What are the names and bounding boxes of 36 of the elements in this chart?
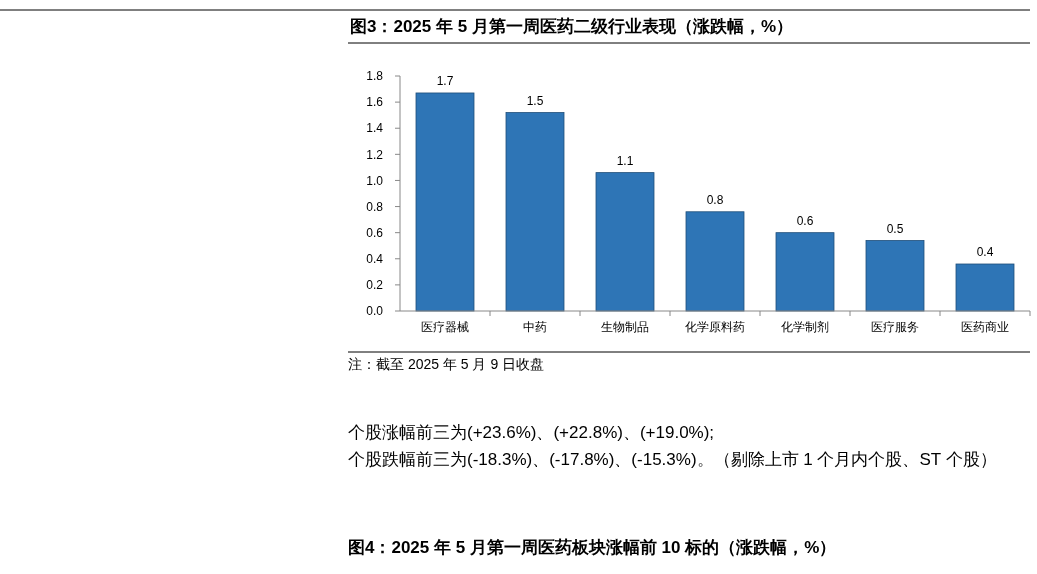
x-tick-label: 化学原料药	[685, 320, 745, 334]
x-tick-label: 中药	[523, 320, 547, 334]
y-tick-label: 1.0	[366, 173, 384, 188]
data-label: 1.1	[616, 153, 634, 168]
y-tick-label: 1.4	[366, 121, 384, 136]
y-tick-label: 1.6	[366, 95, 384, 110]
y-tick-label: 0.0	[366, 304, 384, 319]
x-tick-label: 医疗器械	[421, 320, 469, 334]
x-tick-label: 医药商业	[961, 320, 1009, 334]
data-label: 0.6	[796, 213, 814, 228]
y-tick-label: 0.2	[366, 278, 384, 293]
bar	[865, 240, 925, 312]
text: 个股涨幅前三为(+23.6%)、(+22.8%)、(+19.0%);	[348, 423, 715, 442]
y-tick-label: 0.4	[366, 251, 384, 266]
y-tick-label: 0.6	[366, 225, 384, 240]
bar	[415, 92, 475, 312]
bar	[595, 172, 655, 312]
caption: 图4：2025 年 5 月第一周医药板块涨幅前 10 标的（涨跌幅，%）	[348, 538, 837, 557]
data-label: 1.5	[526, 93, 544, 108]
x-tick-label: 化学制剂	[781, 320, 829, 334]
data-label: 1.7	[436, 73, 454, 88]
text: 注：截至 2025 年 5 月 9 日收盘	[348, 356, 545, 372]
bar	[685, 211, 745, 312]
x-tick-label: 生物制品	[601, 320, 649, 334]
text: 个股跌幅前三为(-18.3%)、(-17.8%)、(-15.3%)。（剔除上市 1 个月内个股、ST 个股）	[348, 450, 997, 469]
y-tick-label: 1.8	[366, 69, 384, 84]
data-label: 0.4	[976, 245, 994, 259]
x-tick-label: 医疗服务	[871, 320, 919, 334]
bar	[505, 112, 565, 312]
data-label: 0.5	[886, 221, 904, 236]
chart-title: 图3：2025 年 5 月第一周医药二级行业表现（涨跌幅，%）	[350, 17, 794, 36]
data-label: 0.8	[706, 192, 724, 207]
y-tick-label: 1.2	[366, 147, 384, 162]
y-tick-label: 0.8	[366, 199, 384, 214]
bar	[775, 232, 835, 312]
bar	[955, 263, 1015, 312]
